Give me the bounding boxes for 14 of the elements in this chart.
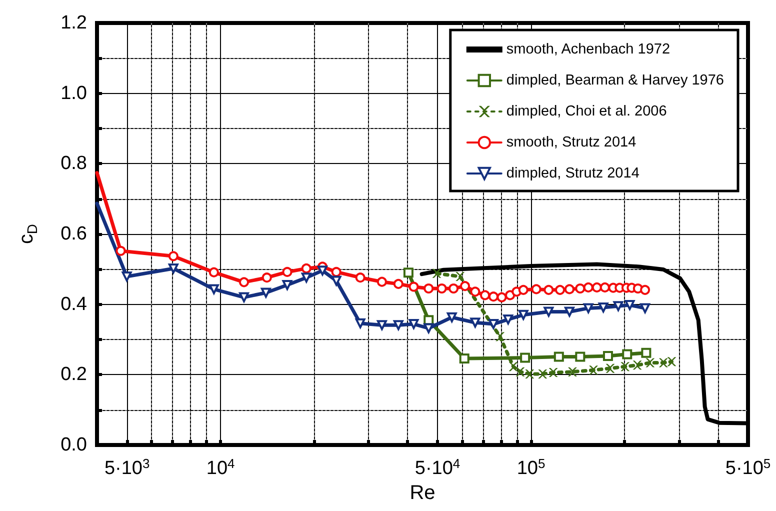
y-tick-label: 0.8 [60, 153, 87, 174]
legend-label: dimpled, Bearman & Harvey 1976 [506, 72, 724, 88]
x-axis-title: Re [410, 482, 436, 504]
y-axis-title: cD [16, 224, 40, 244]
legend-label: smooth, Strutz 2014 [506, 134, 636, 150]
legend-label: smooth, Achenbach 1972 [506, 42, 670, 58]
legend-label: dimpled, Strutz 2014 [506, 166, 640, 182]
y-tick-label: 0.2 [60, 364, 87, 386]
y-tick-label: 0.0 [60, 434, 87, 456]
y-tick-label: 0.4 [60, 294, 88, 315]
y-tick-label: 1.2 [60, 12, 87, 34]
legend-label: dimpled, Choi et al. 2006 [506, 104, 667, 120]
y-tick-label: 1.0 [60, 82, 87, 104]
y-tick-label: 0.6 [60, 224, 87, 244]
